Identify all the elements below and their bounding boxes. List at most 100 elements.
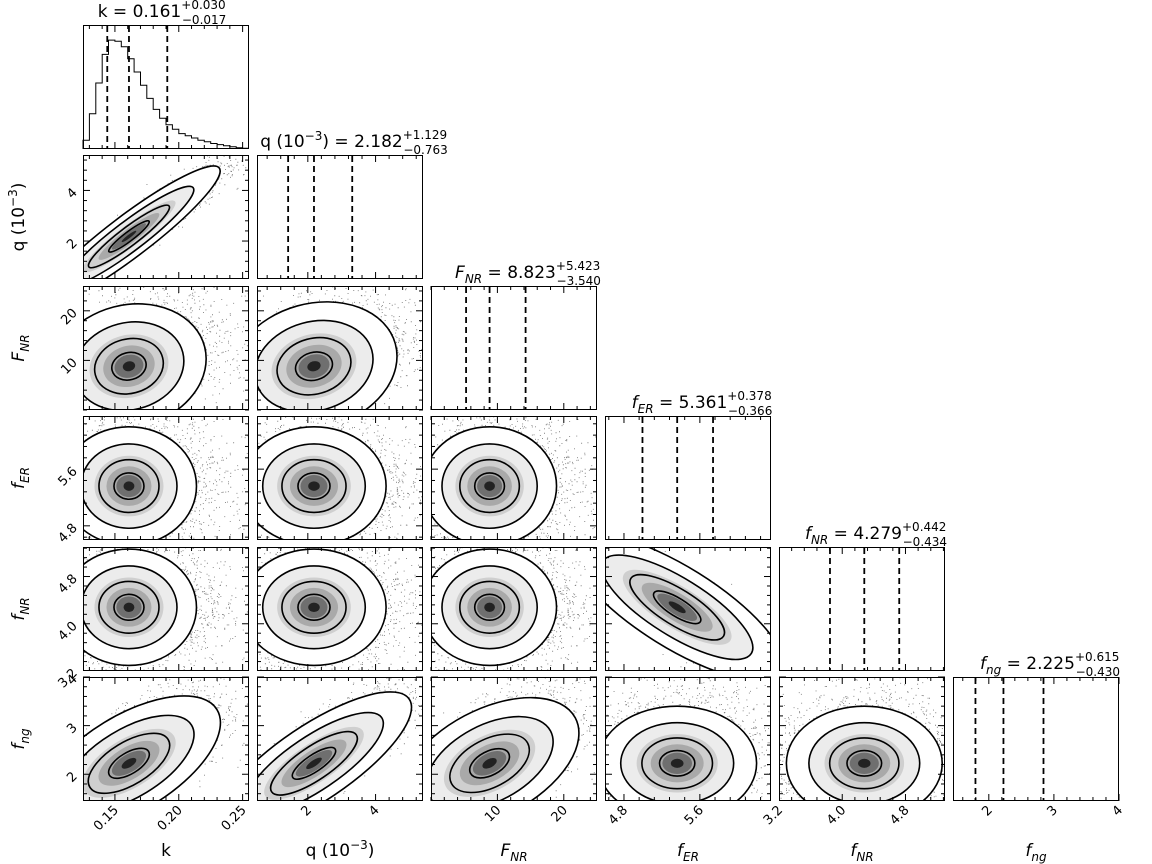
contour-line-0: [257, 301, 398, 410]
contour-line-1: [619, 721, 735, 801]
contour-line-2: [98, 580, 160, 634]
contour-line-1: [261, 443, 367, 530]
panel-F_NR-vs-q: [257, 286, 423, 410]
x-tick-label: 3.2: [761, 803, 786, 828]
histogram-steps: [82, 39, 249, 149]
panel-f_ng-vs-q: [257, 677, 423, 801]
panel-frame: [605, 416, 771, 540]
axis-label-F_NR: FNR: [9, 334, 32, 361]
title-f_ng: fng = 2.225+0.615 −0.430: [980, 650, 1120, 679]
histogram-F_NR: FNR = 8.823+5.423 −3.540: [431, 259, 601, 410]
density-level-5: [306, 757, 322, 770]
title-f_NR: fNR = 4.279+0.442 −0.434: [805, 520, 947, 549]
contour-line-1: [431, 715, 554, 801]
contour-line-0: [605, 547, 771, 671]
density-level-5: [121, 230, 137, 243]
contour-line-0: [83, 425, 198, 540]
contour-line-1: [441, 565, 538, 650]
contour-line-2: [828, 737, 900, 790]
contour-line-3: [294, 351, 334, 382]
panel-f_NR-vs-F_NR: [431, 547, 597, 671]
contour-line-2: [87, 204, 171, 269]
axis-label-f_NR: fNR: [9, 597, 32, 620]
x-tick-label: 5.6: [682, 803, 707, 828]
contour-line-0: [83, 165, 221, 279]
x-tick-label: 2: [979, 803, 995, 819]
scatter-points: [605, 677, 771, 801]
contour-line-3: [846, 749, 883, 777]
density-level-5: [482, 758, 497, 769]
panel-f_ng-vs-k: [83, 677, 249, 801]
panel-frame: [779, 677, 945, 801]
contour-line-2: [98, 458, 160, 514]
contour-line-3: [652, 590, 702, 625]
y-tick-label: 4.8: [55, 521, 80, 546]
contour-line-1: [83, 565, 178, 650]
panel-frame: [257, 155, 423, 279]
contour-line-2: [93, 337, 165, 395]
contour-line-1: [83, 185, 195, 279]
axis-label-f_ng: fng: [9, 728, 32, 750]
panel-frame: [953, 677, 1119, 801]
contour-line-0: [257, 548, 387, 667]
contour-line-0: [785, 705, 943, 801]
contour-line-1: [257, 711, 385, 801]
contour-line-0: [431, 548, 558, 667]
contour-line-1: [441, 443, 538, 530]
contour-line-2: [269, 730, 359, 796]
contour-line-0: [431, 696, 580, 801]
axis-label-q: q (10−3): [6, 183, 29, 252]
x-tick-label: 20: [549, 803, 571, 825]
contour-line-3: [473, 593, 506, 622]
contour-line-3: [113, 472, 145, 501]
contour-line-1: [83, 321, 185, 410]
density-level-5: [484, 602, 495, 612]
contour-line-0: [257, 691, 413, 801]
panel-f_ER-vs-F_NR: [431, 416, 597, 540]
panel-f_ng-vs-f_ER: [605, 677, 771, 801]
axis-label-f_ER: fER: [677, 841, 699, 864]
x-tick-label: 4.0: [824, 803, 849, 828]
x-tick-label: 0.15: [91, 803, 122, 834]
contour-line-3: [111, 351, 147, 381]
contour-line-3: [107, 747, 151, 780]
contour-line-3: [473, 472, 506, 501]
x-tick-label: 2: [298, 803, 314, 819]
panel-frame: [257, 286, 423, 410]
contour-line-2: [629, 573, 726, 641]
contour-line-2: [459, 580, 521, 634]
y-tick-label: 2: [64, 236, 80, 252]
panel-frame: [431, 547, 597, 671]
contour-line-3: [297, 472, 331, 501]
y-tick-label: 4.0: [55, 619, 80, 644]
panel-f_NR-vs-f_ER: [605, 547, 771, 671]
density-level-5: [121, 757, 137, 769]
density-level-5: [308, 481, 320, 491]
panel-f_ng-vs-f_NR: [779, 677, 945, 801]
axis-label-q: q (10−3): [306, 838, 375, 861]
panel-frame: [257, 677, 423, 801]
title-F_NR: FNR = 8.823+5.423 −3.540: [455, 259, 601, 288]
y-tick-label: 3: [64, 721, 80, 737]
y-tick-label: 4.8: [55, 572, 80, 597]
contour-line-2: [281, 580, 347, 634]
histogram-k: k = 0.161+0.030 −0.017: [82, 0, 249, 149]
panel-frame: [779, 547, 945, 671]
density-level-5: [307, 361, 321, 372]
y-tick-label: 20: [58, 306, 80, 328]
contour-line-0: [83, 695, 222, 801]
x-tick-label: 4.8: [606, 803, 631, 828]
y-tick-label: 2: [64, 769, 80, 785]
y-tick-label: 4: [64, 185, 80, 201]
contour-line-0: [257, 425, 387, 540]
contour-line-3: [107, 219, 151, 253]
x-tick-label: 4: [1110, 803, 1126, 819]
axis-label-f_ng: fng: [1025, 841, 1047, 864]
contour-line-0: [605, 705, 758, 801]
contour-line-2: [449, 733, 531, 794]
panel-frame: [431, 677, 597, 801]
x-tick-label: 4: [366, 803, 382, 819]
x-tick-label: 4.8: [887, 803, 912, 828]
panel-frame: [605, 677, 771, 801]
